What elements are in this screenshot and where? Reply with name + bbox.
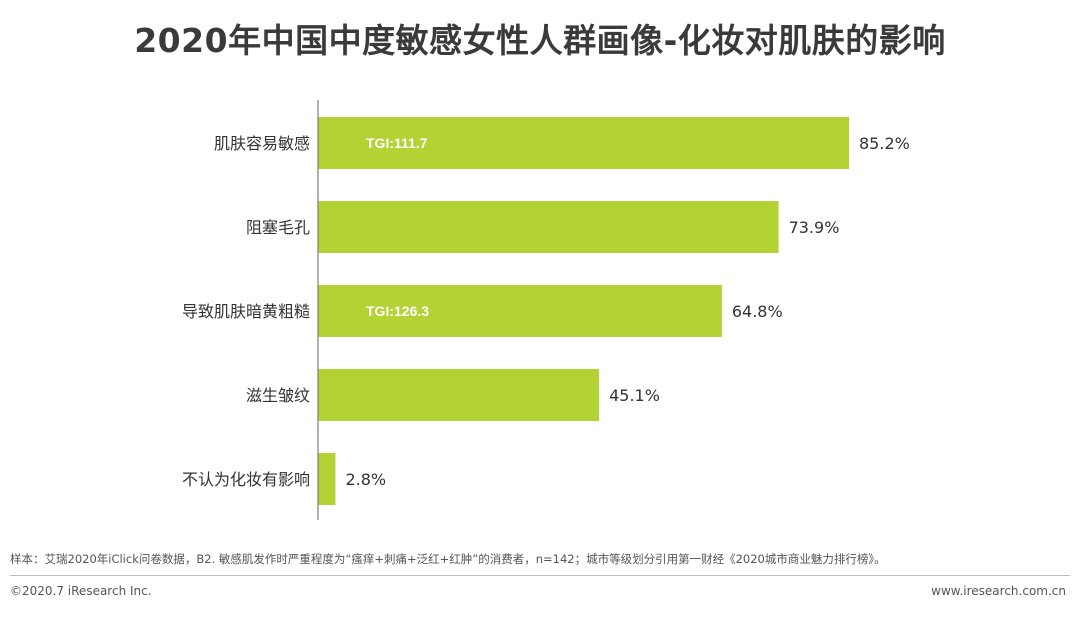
category-label: 导致肌肤暗黄粗糙 xyxy=(182,302,310,321)
data-label: 2.8% xyxy=(345,470,386,489)
footer-divider xyxy=(10,575,1070,576)
chart-title: 2020年中国中度敏感女性人群画像-化妆对肌肤的影响 xyxy=(134,21,946,60)
category-label: 不认为化妆有影响 xyxy=(182,470,310,489)
category-label: 阻塞毛孔 xyxy=(246,218,310,237)
tgi-annotation: TGI:126.3 xyxy=(366,303,429,319)
footnote: 样本：艾瑞2020年iClick问卷数据，B2. 敏感肌发作时严重程度为“瘙痒+… xyxy=(10,552,886,566)
category-label: 肌肤容易敏感 xyxy=(214,134,310,153)
copyright: ©2020.7 iResearch Inc. xyxy=(10,584,152,598)
bar xyxy=(318,453,336,505)
data-label: 64.8% xyxy=(732,302,783,321)
bar-chart: 肌肤容易敏感 85.2% TGI:111.7 阻塞毛孔 73.9% 导致肌肤暗黄粗糙 64.… xyxy=(182,100,910,520)
bar xyxy=(318,201,779,253)
bar xyxy=(318,117,849,169)
category-label: 滋生皱纹 xyxy=(246,386,310,405)
website-link[interactable]: www.iresearch.com.cn xyxy=(931,584,1066,598)
data-label: 85.2% xyxy=(859,134,910,153)
tgi-annotation: TGI:111.7 xyxy=(366,135,428,151)
bar xyxy=(318,285,722,337)
data-label: 45.1% xyxy=(609,386,660,405)
bar xyxy=(318,369,600,421)
data-label: 73.9% xyxy=(789,218,840,237)
